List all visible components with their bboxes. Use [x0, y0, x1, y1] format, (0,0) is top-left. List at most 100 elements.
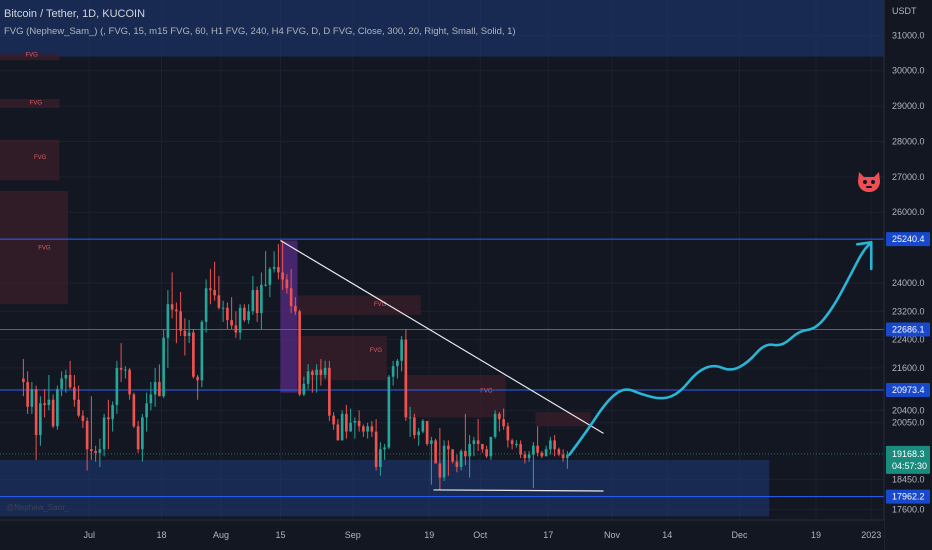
candle-body — [166, 304, 170, 338]
candle-body — [464, 451, 467, 457]
candle-body — [345, 413, 348, 432]
x-tick-label: Nov — [604, 530, 621, 540]
candle-body — [68, 374, 72, 388]
y-tick-label: 30000.0 — [892, 66, 925, 76]
candle-body — [90, 449, 93, 452]
candle-body — [64, 374, 68, 379]
candle-body — [34, 389, 38, 436]
candle-body — [124, 369, 127, 371]
candle-body — [128, 369, 131, 395]
candle-body — [481, 443, 484, 450]
candle-body — [540, 452, 544, 457]
candle-body — [323, 367, 327, 375]
candle-body — [506, 426, 510, 441]
candle-body — [408, 417, 412, 419]
candle-body — [132, 394, 136, 427]
candle-body — [468, 443, 471, 457]
candle-body — [221, 307, 225, 309]
level-price-value: 25240.4 — [892, 234, 925, 244]
candle-body — [298, 311, 301, 395]
candle-body — [39, 403, 42, 436]
candle-body — [272, 267, 276, 269]
x-tick-label: 15 — [275, 530, 285, 540]
candle-body — [264, 284, 267, 286]
x-tick-label: Oct — [473, 530, 488, 540]
candle-body — [553, 440, 556, 450]
fvg-label: FVG — [26, 53, 39, 59]
fvg-box — [403, 374, 506, 418]
candle-body — [311, 371, 314, 375]
y-tick-label: 20050.0 — [892, 418, 925, 428]
candle-body — [26, 382, 29, 407]
candle-body — [243, 307, 246, 321]
candle-body — [438, 463, 442, 478]
candle-body — [451, 449, 454, 462]
candle-body — [498, 413, 501, 420]
currency-label: USDT — [892, 6, 917, 16]
candle-body — [476, 440, 480, 444]
indicator-legend[interactable]: FVG (Nephew_Sam_) (, FVG, 15, m15 FVG, 6… — [4, 26, 516, 37]
fvg-label: FVG — [480, 389, 493, 395]
level-price-value: 22686.1 — [892, 324, 925, 334]
candle-body — [179, 311, 182, 331]
candle-body — [119, 367, 123, 370]
fvg-label: FVG — [374, 302, 387, 308]
fvg-label: FVG — [38, 245, 51, 251]
top-zone — [0, 0, 884, 57]
candle-body — [30, 389, 34, 407]
candle-body — [400, 339, 403, 361]
candle-body — [94, 451, 97, 453]
candle-body — [396, 360, 399, 367]
candle-body — [200, 321, 204, 381]
candle-body — [51, 399, 55, 427]
candle-body — [141, 417, 144, 450]
projection-arrowhead — [855, 241, 873, 271]
candle-body — [493, 413, 497, 437]
candle-body — [102, 417, 106, 450]
candle-body — [145, 403, 148, 418]
candle-body — [204, 288, 208, 322]
candle-body — [391, 366, 395, 377]
candle-body — [111, 405, 114, 420]
bear-icon[interactable] — [856, 170, 882, 194]
candle-body — [387, 376, 391, 448]
fvg-box — [297, 336, 387, 381]
candle-body — [281, 272, 284, 280]
y-tick-label: 29000.0 — [892, 101, 925, 111]
x-tick-label: Sep — [345, 530, 361, 540]
candle-body — [196, 376, 199, 381]
candle-body — [425, 420, 429, 444]
candle-body — [175, 309, 178, 312]
level-price-badge — [886, 232, 930, 247]
candle-body — [73, 387, 76, 400]
fvg-label: FVG — [34, 155, 47, 161]
candle-body — [472, 440, 476, 444]
x-tick-label: 14 — [662, 530, 672, 540]
candle-body — [527, 454, 531, 459]
candle-body — [383, 447, 386, 450]
candle-body — [158, 382, 161, 397]
candle-body — [107, 417, 110, 420]
candle-body — [510, 440, 514, 444]
candle-body — [319, 369, 323, 375]
candle-body — [77, 399, 80, 416]
fvg-label: FVG — [370, 348, 383, 354]
x-tick-label: Jul — [83, 530, 95, 540]
y-tick-label: 20400.0 — [892, 405, 925, 415]
time-axis — [0, 520, 884, 550]
candle-body — [442, 445, 446, 478]
fvg-label: FVG — [30, 100, 43, 106]
symbol-title[interactable]: Bitcoin / Tether, 1D, KUCOIN — [4, 8, 146, 20]
fvg-box — [0, 99, 60, 108]
y-tick-label: 26000.0 — [892, 207, 925, 217]
candle-body — [115, 367, 119, 406]
y-tick-label: 22400.0 — [892, 335, 925, 345]
candle-body — [357, 420, 361, 427]
projection-path — [568, 241, 873, 456]
candle-body — [544, 449, 548, 457]
candle-body — [213, 290, 216, 296]
candle-body — [349, 422, 352, 432]
candle-body — [459, 451, 463, 467]
